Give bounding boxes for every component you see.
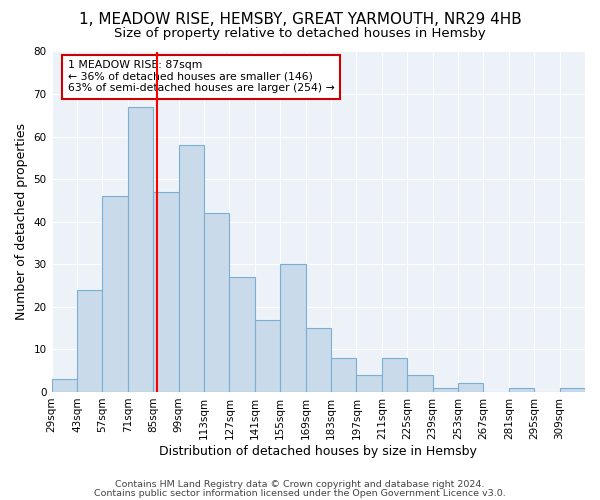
Bar [407,375,433,392]
Text: Contains public sector information licensed under the Open Government Licence v3: Contains public sector information licen… [94,489,506,498]
Bar [52,379,77,392]
Bar [179,145,204,392]
Bar [356,375,382,392]
Y-axis label: Number of detached properties: Number of detached properties [15,123,28,320]
Bar [128,107,153,392]
Bar [458,384,484,392]
Bar [305,328,331,392]
Text: 1 MEADOW RISE: 87sqm
← 36% of detached houses are smaller (146)
63% of semi-deta: 1 MEADOW RISE: 87sqm ← 36% of detached h… [68,60,334,93]
Text: 1, MEADOW RISE, HEMSBY, GREAT YARMOUTH, NR29 4HB: 1, MEADOW RISE, HEMSBY, GREAT YARMOUTH, … [79,12,521,28]
Bar [204,213,229,392]
Bar [382,358,407,392]
Text: Contains HM Land Registry data © Crown copyright and database right 2024.: Contains HM Land Registry data © Crown c… [115,480,485,489]
Bar [331,358,356,392]
Bar [153,192,179,392]
Bar [509,388,534,392]
Bar [103,196,128,392]
X-axis label: Distribution of detached houses by size in Hemsby: Distribution of detached houses by size … [160,444,477,458]
Bar [255,320,280,392]
Bar [77,290,103,392]
Bar [229,277,255,392]
Bar [560,388,585,392]
Bar [433,388,458,392]
Bar [280,264,305,392]
Text: Size of property relative to detached houses in Hemsby: Size of property relative to detached ho… [114,28,486,40]
